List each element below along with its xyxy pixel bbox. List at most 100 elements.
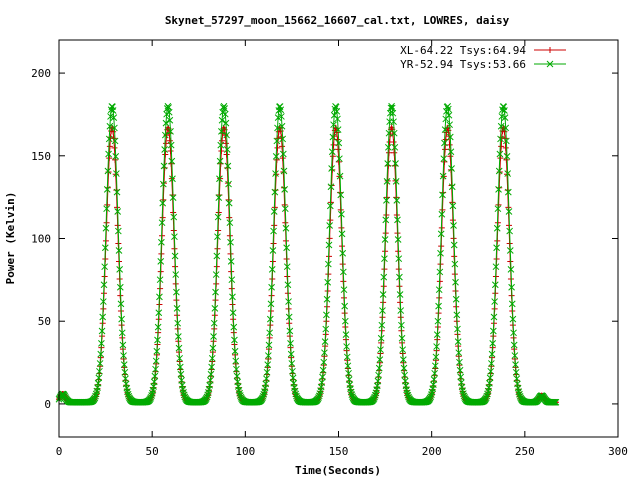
data-point	[236, 389, 244, 397]
data-point	[162, 119, 170, 127]
axes-group: 0 50 100 150 200 250 300 0 50 100 150 200	[31, 40, 628, 458]
data-point	[384, 160, 392, 167]
data-point	[285, 298, 292, 305]
data-point	[176, 363, 184, 371]
legend-label: YR-52.94 Tsys:53.66	[400, 58, 526, 71]
data-point	[453, 311, 461, 319]
data-point	[457, 373, 465, 381]
data-point	[448, 183, 456, 191]
data-point	[264, 361, 272, 368]
data-point	[283, 263, 291, 271]
data-point	[447, 148, 455, 156]
data-point	[274, 124, 281, 132]
data-point	[167, 148, 174, 155]
data-point	[259, 392, 267, 400]
data-point	[207, 370, 215, 378]
data-point	[272, 152, 280, 160]
data-point	[159, 180, 167, 188]
x-tick-label: 250	[515, 445, 535, 458]
data-point	[110, 114, 118, 122]
data-point	[281, 205, 289, 213]
data-point	[228, 276, 236, 284]
data-point	[161, 131, 169, 139]
data-point	[504, 170, 512, 177]
data-point	[120, 352, 127, 359]
data-point	[455, 349, 463, 357]
data-point	[109, 107, 117, 114]
data-point	[174, 319, 182, 327]
data-point	[282, 224, 290, 232]
data-point	[486, 374, 494, 382]
data-point	[382, 216, 390, 224]
data-point	[328, 165, 335, 172]
data-point	[509, 315, 517, 323]
data-point	[446, 133, 454, 141]
data-point	[452, 278, 459, 286]
data-point	[341, 317, 349, 325]
data-point	[214, 233, 221, 241]
data-point	[399, 356, 407, 363]
data-point	[217, 141, 225, 149]
data-point	[116, 283, 124, 291]
data-point	[158, 219, 166, 227]
data-point	[324, 278, 332, 286]
data-point	[94, 379, 102, 387]
data-point	[212, 288, 219, 296]
data-point	[385, 149, 392, 156]
data-point	[266, 329, 274, 337]
data-point	[339, 249, 347, 257]
data-point	[380, 273, 388, 281]
data-point	[377, 334, 385, 342]
data-point	[325, 241, 333, 249]
data-point	[233, 372, 241, 380]
data-point	[390, 118, 397, 126]
data-point	[232, 357, 240, 365]
data-point	[318, 379, 326, 386]
data-point	[441, 139, 448, 147]
data-point	[376, 356, 384, 363]
data-point	[99, 298, 107, 305]
data-point	[216, 175, 223, 183]
data-point	[329, 133, 337, 141]
data-point	[392, 178, 400, 185]
data-point	[278, 122, 286, 130]
data-point	[444, 105, 452, 113]
data-point	[203, 393, 211, 401]
x-tick-label: 100	[235, 445, 255, 458]
data-point	[348, 391, 356, 398]
data-point	[398, 334, 406, 342]
data-point	[503, 152, 511, 160]
data-point	[323, 295, 331, 303]
data-point	[171, 233, 178, 241]
data-point	[448, 165, 455, 172]
data-point	[340, 286, 348, 294]
data-point	[323, 311, 330, 319]
data-point	[321, 338, 329, 346]
data-point	[371, 393, 379, 401]
data-point	[223, 131, 230, 139]
x-tick-label: 300	[608, 445, 628, 458]
data-point	[496, 150, 504, 158]
data-point	[278, 113, 285, 120]
data-point	[221, 105, 229, 112]
data-point	[320, 358, 328, 366]
data-point	[342, 331, 350, 339]
data-point	[507, 265, 515, 273]
data-point	[273, 137, 281, 145]
data-point	[209, 344, 217, 352]
data-point	[498, 143, 505, 150]
data-point	[168, 157, 176, 165]
data-point	[319, 373, 326, 381]
data-point	[388, 102, 395, 110]
y-tick-label: 100	[31, 233, 51, 246]
data-point	[501, 107, 508, 114]
data-point	[431, 369, 439, 377]
data-point	[214, 213, 222, 221]
data-point	[434, 317, 442, 325]
data-point	[287, 350, 295, 358]
data-point	[112, 156, 119, 163]
data-point	[384, 143, 392, 151]
data-point	[321, 349, 328, 357]
data-point	[315, 394, 322, 401]
